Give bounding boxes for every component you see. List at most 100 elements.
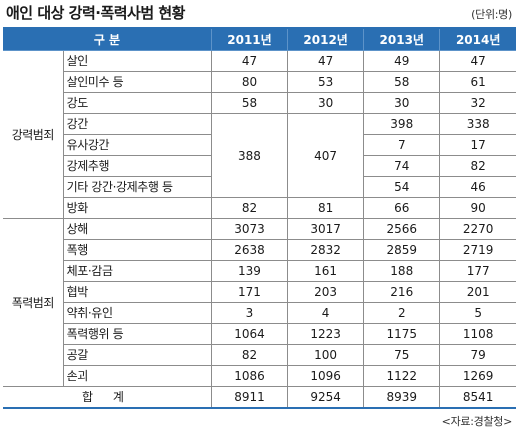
cell-value: 203: [287, 281, 365, 303]
cell-value: 2: [363, 302, 441, 324]
table-row: 손괴 1086 1096 1122 1269: [3, 365, 516, 387]
cell-value: 1096: [287, 365, 365, 387]
total-value: 8939: [363, 386, 441, 409]
cell-value: 338: [439, 113, 516, 135]
cell-value: 1064: [210, 323, 289, 345]
table-row: 살인미수 등 80 53 58 61: [3, 71, 516, 93]
table-row: 방화 82 81 66 90: [3, 197, 516, 219]
row-label: 살인미수 등: [63, 71, 212, 93]
cell-value: 5: [439, 302, 516, 324]
cell-value: 82: [439, 155, 516, 177]
cell-value: 161: [287, 260, 365, 282]
cell-value: 30: [363, 92, 441, 114]
statistics-table: 구 분 2011년 2012년 2013년 2014년 강력범죄 살인 47 4…: [3, 27, 516, 409]
table-row: 공갈 82 100 75 79: [3, 344, 516, 366]
table-row: 폭력행위 등 1064 1223 1175 1108: [3, 323, 516, 345]
cell-value: 49: [363, 50, 441, 72]
cell-value: 58: [363, 71, 441, 93]
row-label: 폭력행위 등: [63, 323, 212, 345]
cell-value: 2859: [363, 239, 441, 261]
cell-value: 398: [363, 113, 441, 135]
cell-value: 79: [439, 344, 516, 366]
row-label: 기타 강간·강제추행 등: [63, 176, 212, 198]
header-year: 2013년: [363, 27, 441, 51]
total-value: 8911: [210, 386, 289, 409]
cell-value: 54: [363, 176, 441, 198]
cell-value: 1122: [363, 365, 441, 387]
row-label: 강제추행: [63, 155, 212, 177]
merged-cell-value: 388: [210, 113, 289, 198]
total-value: 9254: [287, 386, 365, 409]
row-label: 공갈: [63, 344, 212, 366]
cell-value: 74: [363, 155, 441, 177]
cell-value: 58: [210, 92, 289, 114]
row-label: 방화: [63, 197, 212, 219]
row-label: 유사강간: [63, 134, 212, 156]
cell-value: 1175: [363, 323, 441, 345]
cell-value: 216: [363, 281, 441, 303]
page-title: 애인 대상 강력·폭력사범 현황: [6, 4, 185, 22]
table-row: 폭력범죄 상해 3073 3017 2566 2270: [3, 218, 516, 387]
row-label: 체포·감금: [63, 260, 212, 282]
header-year: 2012년: [287, 27, 365, 51]
cell-value: 80: [210, 71, 289, 93]
row-label: 강도: [63, 92, 212, 114]
row-label: 강간: [63, 113, 212, 135]
cell-value: 100: [287, 344, 365, 366]
row-label: 살인: [62, 50, 212, 72]
cell-value: 2270: [439, 218, 516, 240]
total-row: 합 계 8911 9254 8939 8541: [3, 386, 516, 409]
cell-value: 171: [210, 281, 289, 303]
cell-value: 188: [363, 260, 441, 282]
cell-value: 7: [363, 134, 441, 156]
cell-value: 47: [210, 50, 289, 72]
cell-value: 53: [287, 71, 365, 93]
merged-cell-value: 407: [287, 113, 365, 198]
group-label-violent: 강력범죄: [3, 50, 64, 219]
cell-value: 1086: [210, 365, 289, 387]
cell-value: 3: [210, 302, 289, 324]
table-row: 협박 171 203 216 201: [3, 281, 516, 303]
table-row: 강간 388 407 398 338: [3, 113, 516, 198]
header-year: 2014년: [439, 27, 516, 51]
cell-value: 1108: [439, 323, 516, 345]
group-label-assault: 폭력범죄: [3, 218, 64, 387]
row-label: 협박: [63, 281, 212, 303]
cell-value: 2832: [287, 239, 365, 261]
row-label: 상해: [62, 218, 212, 240]
table-row: 강력범죄 살인 47 47 49 47: [3, 50, 516, 219]
row-label: 약취·유인: [63, 302, 212, 324]
row-label: 손괴: [63, 365, 212, 387]
cell-value: 1223: [287, 323, 365, 345]
cell-value: 81: [287, 197, 365, 219]
cell-value: 82: [210, 344, 289, 366]
header-category: 구 분: [3, 27, 212, 51]
cell-value: 3073: [210, 218, 289, 240]
cell-value: 90: [439, 197, 516, 219]
cell-value: 4: [287, 302, 365, 324]
table-row: 체포·감금 139 161 188 177: [3, 260, 516, 282]
cell-value: 32: [439, 92, 516, 114]
table-row: 폭행 2638 2832 2859 2719: [3, 239, 516, 261]
cell-value: 1269: [439, 365, 516, 387]
header-year: 2011년: [210, 27, 289, 51]
unit-note: (단위:명): [471, 8, 512, 21]
cell-value: 75: [363, 344, 441, 366]
cell-value: 47: [439, 50, 516, 72]
cell-value: 2638: [210, 239, 289, 261]
cell-value: 30: [287, 92, 365, 114]
total-value: 8541: [439, 386, 516, 409]
source-note: <자료:경찰청>: [441, 415, 513, 428]
cell-value: 2719: [439, 239, 516, 261]
cell-value: 66: [363, 197, 441, 219]
table-row: 강도 58 30 30 32: [3, 92, 516, 114]
cell-value: 201: [439, 281, 516, 303]
cell-value: 177: [439, 260, 516, 282]
row-label: 폭행: [63, 239, 212, 261]
table-row: 약취·유인 3 4 2 5: [3, 302, 516, 324]
cell-value: 82: [210, 197, 289, 219]
cell-value: 17: [439, 134, 516, 156]
cell-value: 47: [287, 50, 365, 72]
cell-value: 46: [439, 176, 516, 198]
cell-value: 3017: [287, 218, 365, 240]
